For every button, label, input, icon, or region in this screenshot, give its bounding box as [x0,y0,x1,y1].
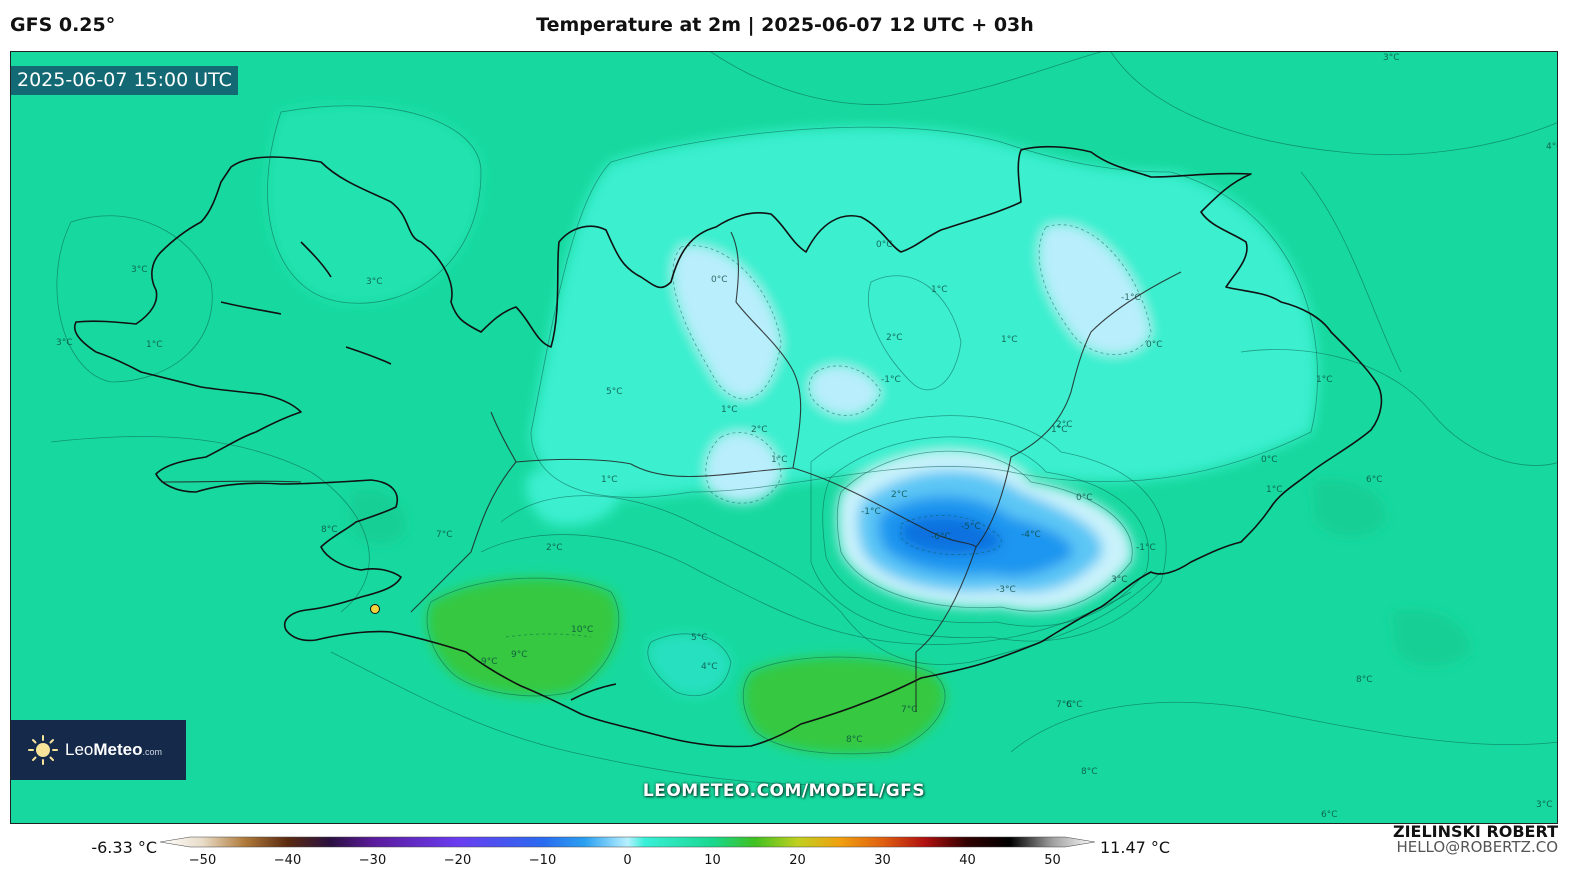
contour-label: 3°C [1111,575,1128,585]
contour-label: 2°C [886,333,903,343]
coastline [74,145,1383,748]
contour-label: 6°C [1066,700,1083,710]
contour-label: 9°C [511,650,528,660]
contour-label: 9°C [481,657,498,667]
city-marker[interactable] [370,604,380,614]
contour-label: 4°C [1546,142,1558,152]
model-label: GFS 0.25° [10,14,116,36]
region-boundaries [160,231,1182,712]
contour-label: 1°C [931,285,948,295]
contour-labels: 3°C3°C4°C5°C3°C2°C1°C0°C-1°C1°C2°C1°C0°C… [56,53,1558,820]
map-canvas: 3°C3°C4°C5°C3°C2°C1°C0°C-1°C1°C2°C1°C0°C… [50,52,1558,820]
contour-label: 8°C [1081,767,1098,777]
colorbar-tick-label: 30 [874,853,891,868]
colorbar-tick-label: −50 [188,853,217,868]
author-name: ZIELINSKI ROBERT [1392,822,1558,841]
colorbar-tick-label: −30 [358,853,387,868]
contour-label: 2°C [1056,420,1073,430]
colorbar-tick-label: 50 [1044,853,1061,868]
contour-label: 7°C [436,530,453,540]
temperature-field [267,105,1471,754]
contour-label: 3°C [1383,53,1400,63]
logo-text: LeoMeteo.com [65,740,163,759]
contour-label: 0°C [1261,455,1278,465]
legend-min-value: -6.33 °C [91,838,157,857]
colorbar-tick-label: −40 [273,853,302,868]
contour-label: 8°C [321,525,338,535]
contour-label: 0°C [876,240,893,250]
contour-label: -5°C [961,522,981,532]
contour-label: 8°C [846,735,863,745]
leometeo-logo[interactable]: LeoMeteo.com [11,720,186,780]
contour-label: 1°C [1001,335,1018,345]
legend-max-value: 11.47 °C [1100,838,1171,857]
contour-label: -6°C [931,532,951,542]
contour-label: 4°C [701,662,718,672]
isotherm-lines [50,52,1557,786]
colorbar-tick-label: 10 [704,853,721,868]
colorbar-tick-label: −20 [443,853,472,868]
contour-label: 8°C [1356,675,1373,685]
contour-label: -4°C [1021,530,1041,540]
contour-label: 2°C [546,543,563,553]
contour-label: 5°C [606,387,623,397]
colorbar-tick-label: 40 [959,853,976,868]
contour-label: -1°C [1136,543,1156,553]
contour-label: 0°C [711,275,728,285]
colorbar-tick-label: 20 [789,853,806,868]
contour-label: -1°C [1121,293,1141,303]
contour-label: 5°C [691,633,708,643]
colorbar-tick-label: −10 [528,853,557,868]
sun-icon [28,735,58,765]
contour-label: 1°C [1266,485,1283,495]
contour-label: 2°C [751,425,768,435]
contour-label: 6°C [1321,810,1338,820]
contour-label: 1°C [1051,425,1068,435]
valid-time-badge: 2025-06-07 15:00 UTC [11,66,238,95]
contour-label: 10°C [571,625,593,635]
author-email: HELLO@ROBERTZ.CO [1396,838,1558,856]
contour-label: 3°C [131,265,148,275]
contour-label: 1°C [1316,375,1333,385]
contour-label: -3°C [996,585,1016,595]
contour-label: -1°C [861,507,881,517]
contour-label: 3°C [1536,800,1553,810]
contour-label: 0°C [1146,340,1163,350]
contour-label: 6°C [1366,475,1383,485]
temperature-colorbar [160,836,1095,848]
url-watermark: LEOMETEO.COM/MODEL/GFS [642,781,926,801]
chart-title: Temperature at 2m | 2025-06-07 12 UTC + … [536,14,1034,36]
contour-label: 7°C [1056,700,1073,710]
contour-label: 3°C [366,277,383,287]
contour-label: 1°C [771,455,788,465]
temperature-map[interactable]: 3°C3°C4°C5°C3°C2°C1°C0°C-1°C1°C2°C1°C0°C… [10,51,1558,824]
contour-label: 0°C [1076,493,1093,503]
contour-label: 3°C [56,338,73,348]
contour-label: 2°C [891,490,908,500]
contour-label: 1°C [601,475,618,485]
contour-label: 7°C [901,705,918,715]
contour-label: 1°C [721,405,738,415]
contour-label: 1°C [146,340,163,350]
contour-label: -1°C [881,375,901,385]
colorbar-tick-label: 0 [623,853,632,868]
